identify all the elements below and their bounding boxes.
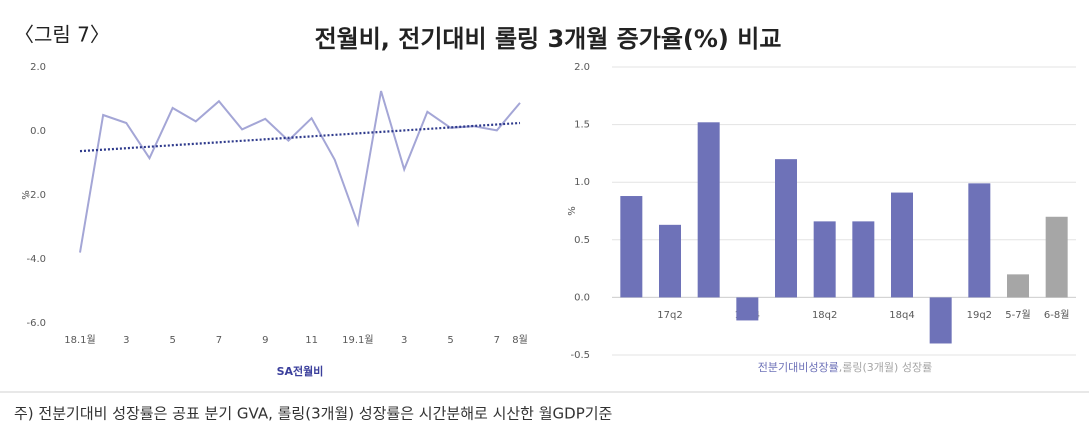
- y-axis-label: %: [21, 190, 32, 200]
- y-tick-label: -4.0: [26, 254, 46, 265]
- x-tick-label: 5-7월: [1005, 309, 1031, 321]
- x-tick-label: 6-8월: [1044, 309, 1070, 321]
- bar: [929, 297, 952, 344]
- bar: [620, 196, 643, 298]
- x-tick-label: 3: [401, 335, 407, 346]
- x-tick-label: 19.1월: [342, 334, 373, 346]
- bar: [775, 159, 797, 298]
- bar: [659, 224, 681, 298]
- y-tick-label: 1.0: [574, 177, 590, 188]
- y-tick-label: -2.0: [26, 190, 46, 201]
- legend: 전분기대비성장률,롤링(3개월) 성장률: [758, 361, 932, 374]
- x-tick-label: 17q2: [657, 310, 682, 321]
- x-tick-label: 5: [447, 335, 453, 346]
- y-tick-label: 0.0: [30, 126, 46, 137]
- legend-separator: ,: [839, 361, 843, 374]
- y-tick-label: 2.0: [574, 62, 590, 73]
- y-tick-label: 2.0: [30, 62, 46, 73]
- bar: [1007, 274, 1029, 298]
- y-tick-label: 0.0: [574, 292, 590, 303]
- x-tick-label: 3: [123, 335, 129, 346]
- bar: [697, 122, 720, 298]
- figure-title: 전월비, 전기대비 롤링 3개월 증가율(%) 비교: [315, 25, 782, 53]
- legend-label: 롤링(3개월) 성장률: [842, 361, 932, 374]
- bar: [852, 221, 875, 298]
- y-axis-label: %: [567, 206, 578, 216]
- y-tick-label: -0.5: [570, 350, 590, 361]
- legend-label: 전분기대비성장률: [758, 361, 839, 374]
- x-tick-label: 5: [169, 335, 175, 346]
- x-tick-label: 18q2: [812, 310, 837, 321]
- bar: [736, 297, 759, 321]
- x-tick-label: 11: [305, 335, 318, 346]
- bar: [968, 183, 991, 298]
- bar: [891, 192, 913, 298]
- bar: [813, 221, 836, 298]
- bar: [1045, 216, 1068, 298]
- x-tick-label: 18.1월: [64, 334, 95, 346]
- y-tick-label: 1.5: [574, 120, 590, 131]
- x-tick-label: 18q4: [889, 310, 914, 321]
- figure-label: 〈그림 7〉: [14, 23, 110, 47]
- y-tick-label: 0.5: [574, 235, 590, 246]
- x-tick-label: 7: [494, 335, 500, 346]
- trend-line: [79, 121, 521, 153]
- footnote: 주) 전분기대비 성장률은 공표 분기 GVA, 롤링(3개월) 성장률은 시간…: [14, 405, 613, 423]
- x-tick-label: 19q2: [967, 310, 992, 321]
- x-tick-label: 9: [262, 335, 268, 346]
- y-tick-label: -6.0: [26, 318, 46, 329]
- x-tick-label: 7: [216, 335, 222, 346]
- legend-label: SA전월비: [277, 364, 324, 378]
- x-tick-label: 8월: [512, 334, 528, 346]
- line-series: [79, 90, 521, 253]
